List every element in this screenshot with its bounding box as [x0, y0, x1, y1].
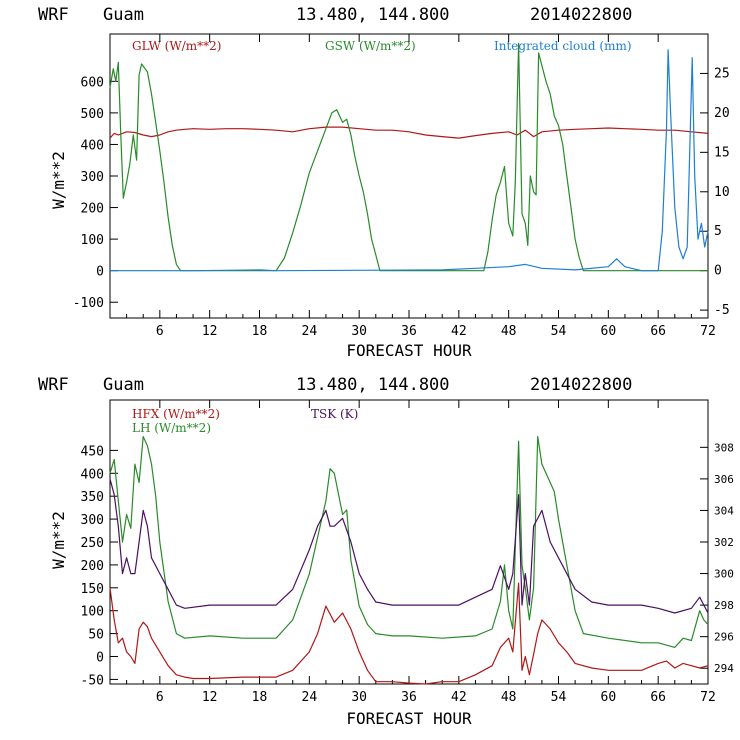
y-tick-label: -100	[73, 296, 104, 311]
y2-tick-label: 0	[714, 264, 722, 279]
y-tick-label: 50	[88, 628, 104, 643]
x-tick-label: 72	[700, 690, 716, 705]
y2-tick-label: 298	[714, 599, 734, 612]
x-tick-label: 12	[202, 690, 218, 705]
header-model: WRF	[38, 5, 69, 25]
x-tick-label: 24	[302, 690, 318, 705]
y-tick-label: 300	[81, 170, 104, 185]
y2-tick-label: 25	[714, 66, 730, 81]
y-tick-label: 400	[81, 467, 104, 482]
y2-tick-label: 15	[714, 145, 730, 160]
x-tick-label: 60	[601, 324, 617, 339]
x-tick-label: 6	[156, 690, 164, 705]
y-tick-label: 250	[81, 536, 104, 551]
x-tick-label: 18	[252, 690, 268, 705]
y-axis-label: W/m**2	[49, 151, 68, 209]
header-coords: 13.480, 144.800	[296, 375, 450, 395]
x-tick-label: 54	[551, 324, 567, 339]
x-tick-label: 48	[501, 324, 517, 339]
legend-cloud: Integrated cloud (mm)	[494, 39, 632, 53]
y2-tick-label: 302	[714, 536, 734, 549]
y-tick-label: 600	[81, 75, 104, 90]
header-model: WRF	[38, 375, 69, 395]
panel-bottom: WRF Guam 13.480, 144.800 2014022800 HFX …	[38, 375, 734, 728]
y-tick-label: 150	[81, 582, 104, 597]
series-line-integrated	[110, 49, 709, 272]
x-tick-label: 36	[401, 324, 417, 339]
y-tick-label: 0	[96, 265, 104, 280]
header-init-time: 2014022800	[530, 5, 632, 25]
x-tick-label: 24	[302, 324, 318, 339]
tick-layer: 6 12 18 24 30 36 42 48 54 60 66 72-1000100200300400…	[73, 34, 730, 339]
x-axis-label: FORECAST HOUR	[346, 709, 472, 728]
x-tick-label: 18	[252, 324, 268, 339]
legend-glw: GLW (W/m**2)	[132, 39, 221, 53]
y-tick-label: 500	[81, 107, 104, 122]
x-tick-label: 48	[501, 690, 517, 705]
series-line-glw	[109, 126, 709, 139]
header-init-time: 2014022800	[530, 375, 632, 395]
y-tick-label: 0	[96, 651, 104, 666]
x-tick-label: 30	[351, 690, 367, 705]
plot-frame	[109, 33, 709, 319]
y-tick-label: 100	[81, 605, 104, 620]
x-axis-label: FORECAST HOUR	[346, 341, 472, 360]
y-tick-label: 400	[81, 138, 104, 153]
y-tick-label: 200	[81, 559, 104, 574]
x-tick-label: 66	[650, 690, 666, 705]
y2-tick-label: 10	[714, 185, 730, 200]
y-tick-label: 300	[81, 513, 104, 528]
x-tick-label: 72	[700, 324, 716, 339]
series-layer	[109, 42, 709, 272]
series-layer	[109, 436, 709, 685]
legend-lh: LH (W/m**2)	[132, 421, 211, 435]
x-tick-label: 12	[202, 324, 218, 339]
y2-tick-label: 308	[714, 441, 734, 454]
series-line-gsw	[109, 42, 708, 272]
y2-tick-label: 306	[714, 473, 734, 486]
legend-gsw: GSW (W/m**2)	[325, 39, 416, 53]
tick-layer: 6 12 18 24 30 36 42 48 54 60 66 72 -50 0 50 100 150 200 25…	[81, 400, 734, 705]
panel-top: WRF Guam 13.480, 144.800 2014022800 GLW …	[38, 5, 730, 360]
series-line-lh	[109, 436, 709, 649]
x-tick-label: 6	[156, 324, 164, 339]
y2-tick-label: 294	[714, 662, 734, 675]
y-tick-label: -50	[81, 673, 104, 688]
series-line-tsk	[109, 478, 709, 614]
y2-tick-label: 20	[714, 106, 730, 121]
y2-tick-label: 300	[714, 568, 734, 581]
x-tick-label: 30	[351, 324, 367, 339]
y-axis-label: W/m**2	[49, 511, 68, 569]
header-coords: 13.480, 144.800	[296, 5, 450, 25]
series-line-hfx	[109, 582, 709, 685]
y-tick-label: 200	[81, 202, 104, 217]
header-location: Guam	[103, 5, 144, 25]
y-tick-label: 100	[81, 233, 104, 248]
y2-tick-label: 304	[714, 504, 734, 517]
y2-tick-label: 296	[714, 631, 734, 644]
y-tick-label: 350	[81, 490, 104, 505]
x-tick-label: 42	[451, 690, 467, 705]
y2-tick-label: 5	[714, 224, 722, 239]
y-tick-label: 450	[81, 444, 104, 459]
legend-tsk: TSK (K)	[311, 407, 358, 421]
x-tick-label: 54	[551, 690, 567, 705]
x-tick-label: 66	[650, 324, 666, 339]
header-location: Guam	[103, 375, 144, 395]
x-tick-label: 36	[401, 690, 417, 705]
legend-hfx: HFX (W/m**2)	[132, 407, 220, 421]
y2-tick-label: -5	[714, 303, 730, 318]
x-tick-label: 42	[451, 324, 467, 339]
x-tick-label: 60	[601, 690, 617, 705]
plot-frame	[109, 399, 709, 685]
